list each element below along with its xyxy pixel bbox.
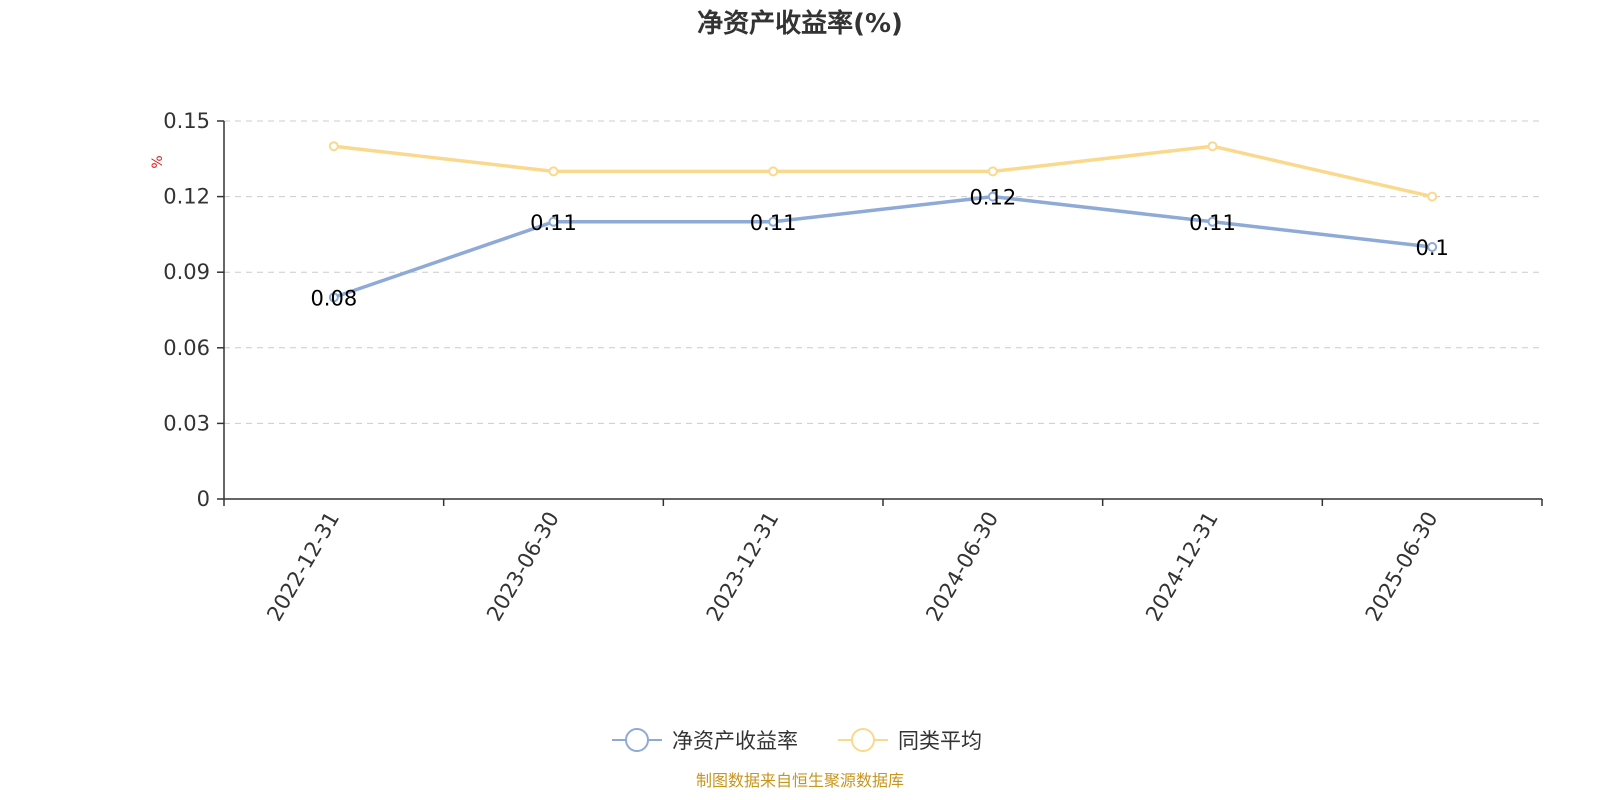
data-label: 0.11 (1189, 211, 1236, 235)
data-point (1207, 141, 1218, 152)
data-point (768, 166, 779, 177)
legend-marker (851, 728, 875, 752)
axes: 0 0.03 0.06 0.09 0.12 0.15 2022-12-31 2023-06-3… (163, 109, 1543, 626)
legend: 净资产收益率 同类平均 (612, 728, 982, 753)
data-point (548, 166, 559, 177)
x-tick-label: 2024-12-31 (1141, 508, 1223, 626)
data-point (987, 166, 998, 177)
data-label: 0.1 (1415, 236, 1448, 260)
data-point (1427, 191, 1438, 202)
data-point (328, 292, 339, 303)
data-label: 0.11 (530, 211, 577, 235)
y-tick-label: 0 (197, 487, 210, 511)
legend-label: 同类平均 (898, 729, 982, 753)
y-tick-label: 0.09 (163, 260, 210, 284)
series-line-1 (332, 144, 1434, 199)
data-label: 0.11 (750, 211, 797, 235)
y-tick-label: 0.03 (163, 411, 210, 435)
series-lines (328, 141, 1438, 303)
y-tick-label: 0.15 (163, 109, 210, 133)
data-source-note: 制图数据来自恒生聚源数据库 (696, 771, 904, 790)
data-labels: 0.08 0.11 0.11 0.12 0.11 0.1 (310, 186, 1448, 311)
data-point (1427, 242, 1438, 252)
data-point (987, 191, 998, 202)
data-point (548, 216, 559, 227)
x-tick-label: 2022-12-31 (262, 508, 344, 626)
legend-item[interactable]: 净资产收益率 (612, 728, 798, 753)
x-tick-label: 2023-06-30 (482, 508, 564, 626)
y-axis-unit-label: % (150, 155, 166, 168)
legend-marker (625, 728, 649, 752)
data-point (768, 216, 779, 227)
x-tick-label: 2023-12-31 (702, 508, 784, 626)
data-label: 0.08 (310, 286, 357, 310)
legend-label: 净资产收益率 (672, 729, 798, 753)
series-line-0 (332, 194, 1434, 300)
gridlines (224, 120, 1542, 424)
x-tick-label: 2025-06-30 (1361, 508, 1443, 626)
x-tick-label: 2024-06-30 (921, 507, 1003, 625)
chart-title: 净资产收益率(%) (697, 8, 903, 39)
y-tick-label: 0.06 (163, 336, 210, 360)
legend-item[interactable]: 同类平均 (838, 728, 982, 753)
data-point (1207, 216, 1218, 227)
data-label: 0.12 (969, 186, 1016, 210)
data-point (328, 141, 339, 152)
y-tick-label: 0.12 (163, 185, 210, 209)
